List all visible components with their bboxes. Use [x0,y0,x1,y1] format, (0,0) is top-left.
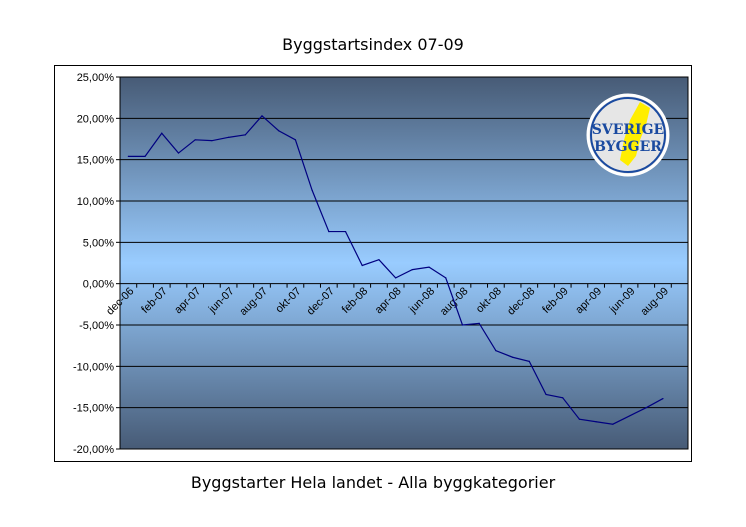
logo-line1: SVERIGE [592,122,664,138]
y-tick-label: 0,00% [83,279,114,291]
data-point [161,132,163,134]
data-point [445,277,447,279]
data-point [578,418,581,420]
data-point [294,139,297,141]
data-point [612,423,614,425]
data-point [261,115,263,117]
data-point [227,136,230,138]
data-point [311,189,313,191]
y-tick-label: -5,00% [79,320,114,332]
data-point [645,407,647,409]
chart-title: Byggstartsindex 07-09 [282,35,464,54]
data-point [344,230,347,233]
y-tick-label: -20,00% [73,444,114,456]
data-point [562,397,564,399]
logo-line2: BYGGER [594,139,662,155]
data-point [144,155,146,157]
data-point [378,259,380,261]
data-point [361,264,363,267]
data-point [495,350,497,352]
y-tick-label: 5,00% [83,237,114,249]
data-point [411,269,413,271]
data-point [461,324,464,326]
sverige-bygger-logo: SVERIGE BYGGER [586,93,670,177]
data-point [278,130,280,132]
data-point [478,322,480,324]
data-point [528,360,530,362]
data-point [244,134,246,136]
data-point [328,230,330,233]
data-point [127,155,129,157]
data-point [177,152,180,154]
data-point [545,393,547,396]
data-point [211,140,213,142]
x-axis-title: Byggstarter Hela landet - Alla byggkateg… [190,473,556,492]
data-point [662,397,664,400]
data-point [511,356,514,358]
y-tick-label: 15,00% [77,155,115,167]
data-point [428,266,430,268]
y-tick-label: 20,00% [77,113,115,125]
y-tick-label: 10,00% [77,196,115,208]
data-point [395,277,397,279]
data-point [194,139,196,141]
y-tick-label: -10,00% [73,361,114,373]
data-point [595,421,597,423]
data-point [628,415,631,417]
y-tick-label: 25,00% [77,72,115,84]
y-tick-label: -15,00% [73,403,114,415]
